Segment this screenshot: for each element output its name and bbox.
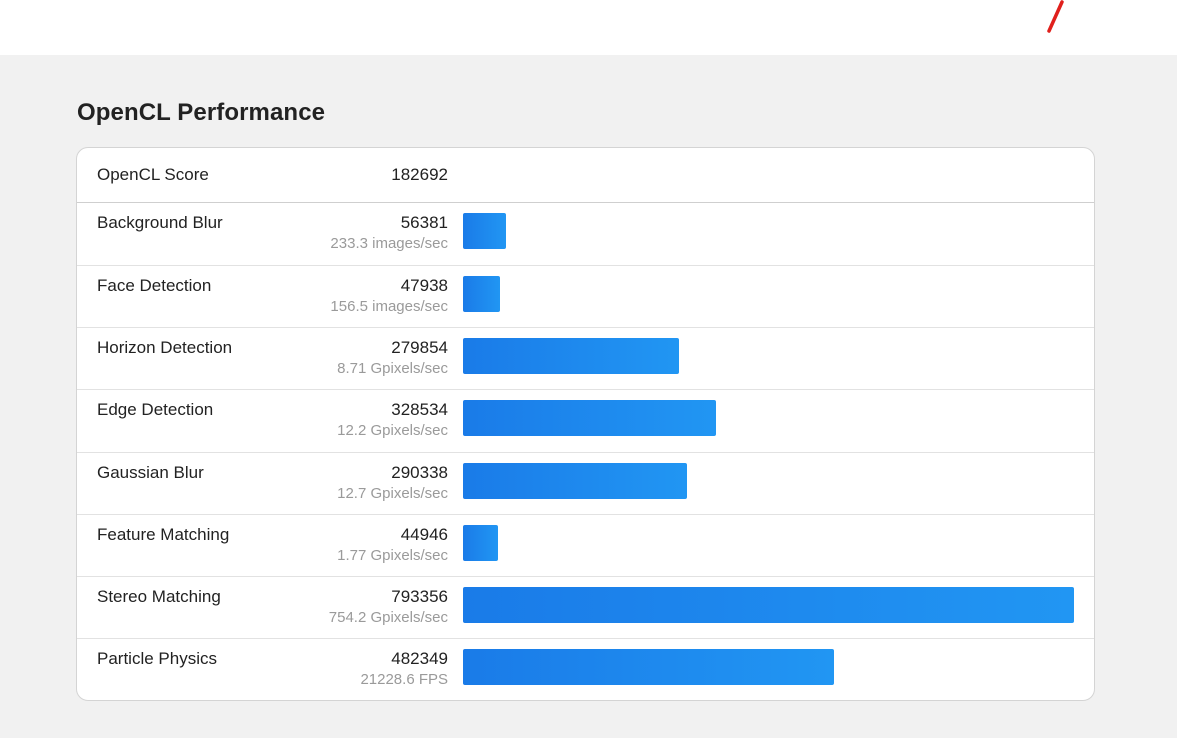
- benchmark-name: Background Blur: [97, 213, 223, 232]
- benchmark-bar: [463, 276, 500, 312]
- opencl-score-row: OpenCL Score 182692: [77, 148, 1094, 203]
- benchmark-score: 290338: [391, 463, 448, 482]
- section-title: OpenCL Performance: [77, 99, 326, 126]
- benchmark-score: 44946: [400, 525, 448, 544]
- benchmark-rate: 156.5 images/sec: [330, 298, 448, 315]
- benchmark-row: Edge Detection 328534 12.2 Gpixels/sec: [77, 390, 1094, 453]
- benchmark-bar: [463, 525, 498, 561]
- benchmark-rate: 233.3 images/sec: [330, 235, 448, 252]
- benchmark-bar: [463, 463, 687, 499]
- benchmark-bar: [463, 649, 834, 685]
- benchmark-rate: 1.77 Gpixels/sec: [337, 547, 448, 564]
- benchmark-row: Particle Physics 482349 21228.6 FPS: [77, 639, 1094, 700]
- benchmark-score: 328534: [391, 400, 448, 419]
- benchmark-card: OpenCL Score 182692 Background Blur 5638…: [76, 147, 1095, 701]
- benchmark-name: Feature Matching: [97, 525, 230, 544]
- benchmark-row: Face Detection 47938 156.5 images/sec: [77, 266, 1094, 328]
- benchmark-bar: [463, 338, 679, 374]
- brand-logo-icon[interactable]: [1040, 0, 1070, 36]
- benchmark-row: Horizon Detection 279854 8.71 Gpixels/se…: [77, 328, 1094, 390]
- benchmark-row: Background Blur 56381 233.3 images/sec: [77, 203, 1094, 266]
- benchmark-name: Edge Detection: [97, 400, 214, 419]
- benchmark-name: Stereo Matching: [97, 587, 221, 606]
- benchmark-score: 279854: [391, 338, 448, 357]
- benchmark-row: Feature Matching 44946 1.77 Gpixels/sec: [77, 515, 1094, 577]
- benchmark-bar: [463, 587, 1074, 623]
- benchmark-row: Gaussian Blur 290338 12.7 Gpixels/sec: [77, 453, 1094, 515]
- benchmark-name: Face Detection: [97, 276, 212, 295]
- benchmark-score: 482349: [391, 649, 448, 668]
- benchmark-rate: 12.2 Gpixels/sec: [337, 422, 448, 439]
- top-header: [0, 0, 1177, 55]
- benchmark-name: Particle Physics: [97, 649, 217, 668]
- benchmark-bar: [463, 400, 716, 436]
- benchmark-score: 56381: [400, 213, 448, 232]
- benchmark-name: Gaussian Blur: [97, 463, 204, 482]
- benchmark-name: Horizon Detection: [97, 338, 233, 357]
- benchmark-score: 793356: [391, 587, 448, 606]
- benchmark-rate: 21228.6 FPS: [360, 671, 448, 688]
- benchmark-rate: 754.2 Gpixels/sec: [328, 609, 448, 626]
- score-value: 182692: [391, 165, 448, 184]
- score-label: OpenCL Score: [97, 165, 209, 184]
- benchmark-rate: 12.7 Gpixels/sec: [337, 485, 448, 502]
- benchmark-score: 47938: [400, 276, 448, 295]
- benchmark-bar: [463, 213, 506, 249]
- benchmark-row: Stereo Matching 793356 754.2 Gpixels/sec: [77, 577, 1094, 639]
- benchmark-rate: 8.71 Gpixels/sec: [337, 360, 448, 377]
